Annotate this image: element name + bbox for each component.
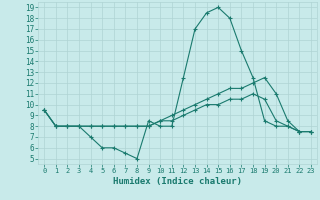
X-axis label: Humidex (Indice chaleur): Humidex (Indice chaleur) <box>113 177 242 186</box>
